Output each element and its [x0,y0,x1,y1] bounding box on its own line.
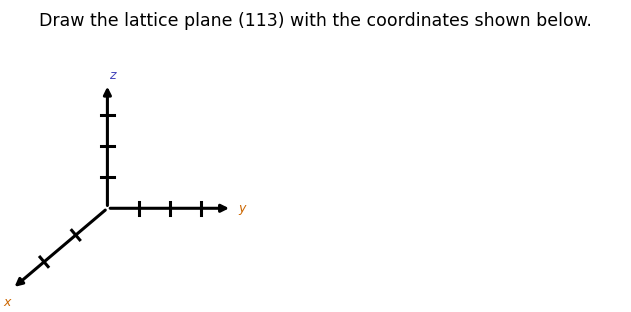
Text: Draw the lattice plane (113) with the coordinates shown below.: Draw the lattice plane (113) with the co… [39,12,592,31]
Text: x: x [3,295,11,309]
Text: y: y [239,202,246,215]
Text: z: z [109,70,115,82]
